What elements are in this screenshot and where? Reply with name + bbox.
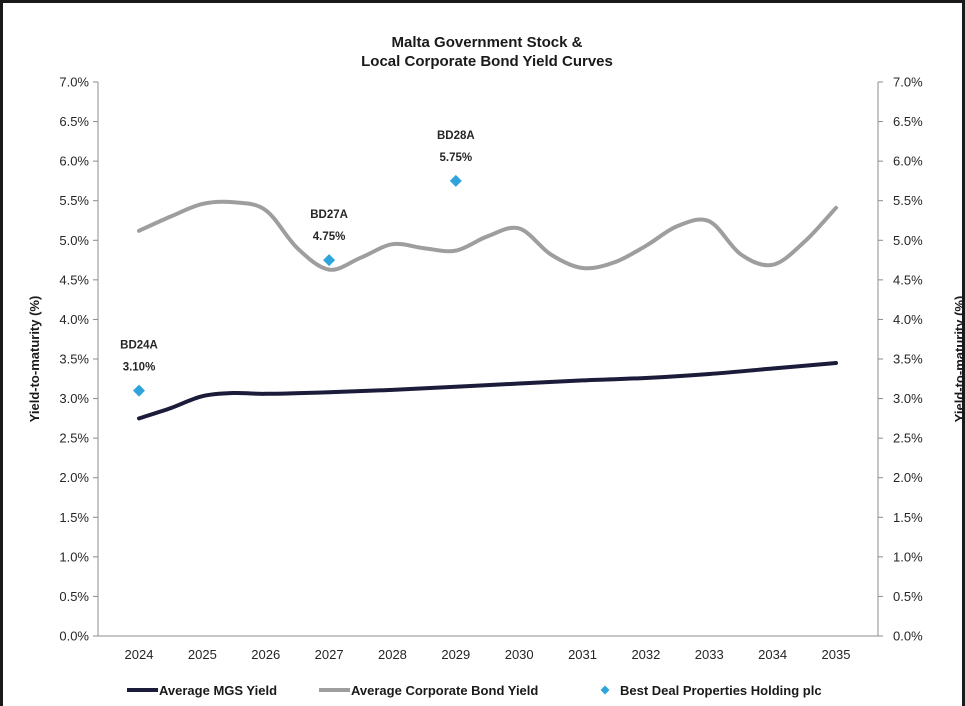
y-tick-label-left: 0.0% — [59, 629, 89, 644]
legend: Average MGS Yield Average Corporate Bond … — [127, 683, 822, 698]
y-tick-label-right: 1.0% — [893, 549, 923, 564]
y-tick-label-right: 2.5% — [893, 431, 923, 446]
y-axis-title-left: Yield-to-maturity (%) — [27, 296, 42, 423]
x-tick-label: 2028 — [378, 647, 407, 662]
y-tick-label-right: 0.0% — [893, 629, 923, 644]
x-tick-label: 2029 — [441, 647, 470, 662]
y-tick-label-right: 3.0% — [893, 391, 923, 406]
point-value-label-bd24a: 3.10% — [123, 362, 156, 374]
scatter-point-bd24a — [133, 384, 145, 397]
x-tick-label: 2032 — [631, 647, 660, 662]
y-tick-label-right: 6.0% — [893, 154, 923, 169]
scatter-point-bd28a — [449, 174, 462, 187]
y-tick-label-right: 4.5% — [893, 272, 923, 287]
x-tick-label: 2027 — [315, 647, 344, 662]
y-tick-label-right: 0.5% — [893, 589, 923, 604]
point-label-bd28a: BD28A — [437, 130, 475, 142]
x-tick-label: 2025 — [188, 647, 217, 662]
y-tick-label-right: 4.0% — [893, 312, 923, 327]
x-tick-label: 2031 — [568, 647, 597, 662]
y-tick-label-left: 0.5% — [59, 589, 89, 604]
legend-swatch-best-deal — [600, 685, 610, 695]
scatter-points: BD24A 3.10% BD27A 4.75% BD28A 5.75% — [120, 130, 475, 397]
y-tick-label-left: 2.5% — [59, 431, 89, 446]
legend-label-best-deal: Best Deal Properties Holding plc — [620, 683, 822, 698]
point-value-label-bd27a: 4.75% — [313, 231, 346, 243]
point-label-bd24a: BD24A — [120, 340, 158, 352]
series-line-average-corporate-bond-yield — [137, 199, 838, 272]
legend-label-mgs: Average MGS Yield — [159, 683, 277, 698]
y-tick-label-left: 5.0% — [59, 233, 89, 248]
y-tick-label-right: 6.5% — [893, 114, 923, 129]
axes: 0.0% 0.0% 0.5% 0.5% 1.0% 1.0% 1.5% 1.5% 2.0% 2.0%… — [27, 75, 965, 663]
point-label-bd27a: BD27A — [310, 209, 348, 221]
y-tick-label-left: 6.0% — [59, 154, 89, 169]
y-tick-label-left: 7.0% — [59, 75, 89, 90]
x-tick-label: 2024 — [125, 647, 154, 662]
y-tick-label-right: 5.0% — [893, 233, 923, 248]
point-value-label-bd28a: 5.75% — [440, 152, 473, 164]
y-tick-label-left: 3.0% — [59, 391, 89, 406]
legend-label-corporate: Average Corporate Bond Yield — [351, 683, 538, 698]
y-tick-label-right: 1.5% — [893, 510, 923, 525]
y-tick-label-right: 7.0% — [893, 75, 923, 90]
y-tick-label-left: 4.0% — [59, 312, 89, 327]
y-tick-label-left: 2.0% — [59, 470, 89, 485]
y-tick-label-left: 1.5% — [59, 510, 89, 525]
x-tick-label: 2026 — [251, 647, 280, 662]
y-tick-label-left: 5.5% — [59, 193, 89, 208]
y-tick-label-left: 1.0% — [59, 549, 89, 564]
y-tick-label-left: 6.5% — [59, 114, 89, 129]
y-tick-label-right: 2.0% — [893, 470, 923, 485]
series-lines — [137, 199, 838, 421]
y-axis-title-right: Yield-to-maturity (%) — [952, 296, 965, 423]
chart-title-line2: Local Corporate Bond Yield Curves — [361, 53, 613, 70]
scatter-point-bd27a — [323, 254, 336, 267]
series-line-average-mgs-yield — [137, 361, 838, 421]
y-tick-label-left: 4.5% — [59, 272, 89, 287]
chart-title-line1: Malta Government Stock & — [392, 34, 583, 51]
x-tick-label: 2034 — [758, 647, 787, 662]
y-tick-label-right: 3.5% — [893, 352, 923, 367]
x-tick-label: 2033 — [695, 647, 724, 662]
x-tick-label: 2035 — [822, 647, 851, 662]
y-tick-label-right: 5.5% — [893, 193, 923, 208]
y-tick-label-left: 3.5% — [59, 352, 89, 367]
x-tick-label: 2030 — [505, 647, 534, 662]
